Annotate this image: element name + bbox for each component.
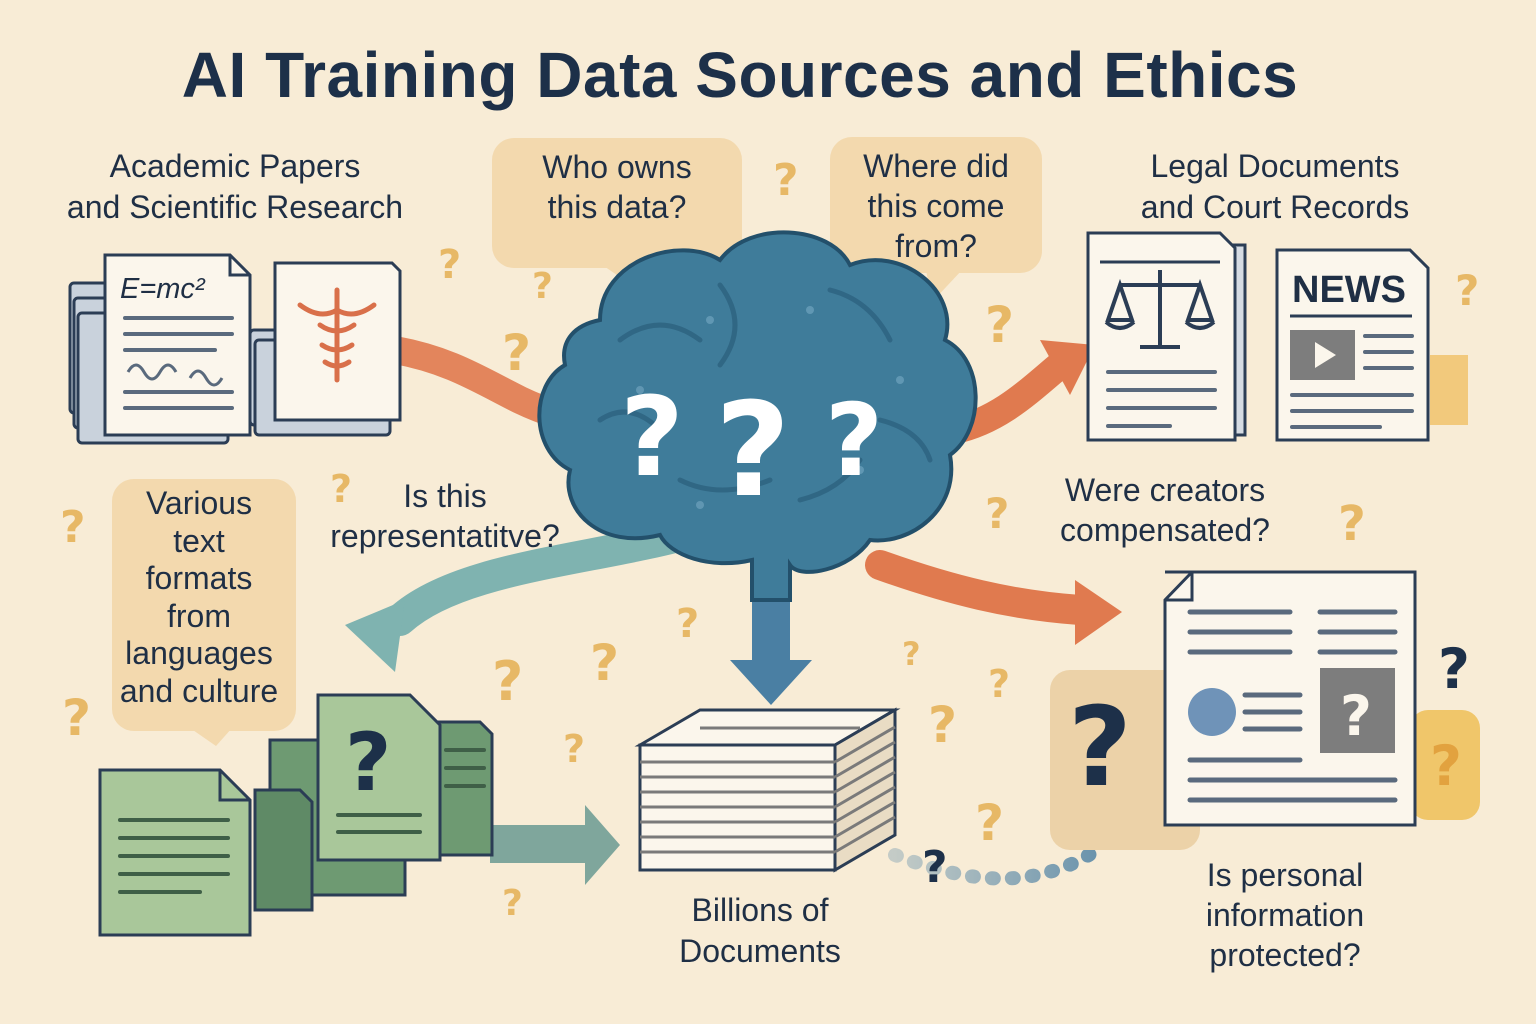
floating-question-mark: ? [502, 324, 531, 382]
question-representative: Is this representatitve? [330, 478, 560, 554]
personal-info-document-icon: ? ? ? ? [1050, 570, 1480, 850]
floating-question-mark: ? [60, 502, 86, 553]
various-documents-icon: ? [98, 693, 494, 937]
scales-icon [1104, 270, 1216, 349]
floating-question-mark: ? [330, 467, 352, 511]
photo-question-mark: ? [1340, 684, 1372, 748]
academic-papers-icon: E=mc² [68, 253, 402, 445]
arrowhead-brain-to-various [345, 600, 405, 672]
brain-question-mark: ? [825, 382, 883, 499]
floating-question-marks: ? ? ? ? ? ? ? ? ? ? ? ? ? ? ? ? ? ? ? ? … [60, 155, 1479, 924]
floating-question-mark: ? [532, 266, 553, 307]
arrowhead-various-to-billions [585, 805, 620, 885]
person-avatar-icon [1188, 688, 1236, 736]
bubble-various [112, 479, 296, 746]
arrow-brain-to-personal [865, 550, 1095, 625]
label-billions-of-documents: Billions of Documents [679, 892, 841, 969]
news-heading: NEWS [1292, 269, 1406, 311]
arrowhead-brain-to-billions [730, 660, 812, 705]
floating-question-mark: ? [902, 635, 921, 673]
floating-question-mark: ? [62, 689, 91, 747]
legal-document-icon [1086, 231, 1247, 442]
document-stack-icon [634, 707, 901, 873]
floating-question-mark: ? [1438, 637, 1470, 701]
play-icon [1315, 342, 1336, 368]
arrow-brain-to-various [384, 514, 716, 636]
caduceus-icon [297, 287, 377, 383]
floating-question-mark: ? [922, 842, 948, 893]
floating-question-mark: ? [438, 242, 461, 288]
privacy-question-mark: ? [1430, 734, 1462, 798]
label-various-formats: Various text formats from languages and … [119, 485, 279, 709]
label-academic-papers: Academic Papers and Scientific Research [66, 148, 404, 225]
floating-question-mark: ? [988, 662, 1010, 706]
floating-question-mark: ? [975, 794, 1004, 852]
arrowhead-brain-to-personal [1075, 580, 1122, 645]
question-where-from: Where did this come from? [863, 148, 1009, 264]
question-who-owns: Who owns this data? [542, 149, 692, 225]
floating-question-mark: ? [1455, 266, 1479, 315]
formula-text: E=mc² [120, 273, 206, 305]
news-document-icon: NEWS [1275, 248, 1468, 442]
label-legal-documents: Legal Documents and Court Records [1140, 148, 1410, 225]
floating-question-mark: ? [590, 634, 619, 692]
arrow-various-to-billions-shaft [490, 825, 590, 863]
floating-question-mark: ? [563, 727, 585, 771]
bubble-who-owns [492, 138, 742, 268]
arrowhead-brain-to-legal [1040, 340, 1095, 395]
floating-question-mark: ? [928, 696, 957, 754]
question-compensated: Were creators compensated? [1060, 472, 1270, 548]
floating-question-mark: ? [676, 601, 699, 647]
page-title: AI Training Data Sources and Ethics [181, 39, 1299, 111]
document-question-mark: ? [345, 716, 391, 809]
brain-question-mark: ? [620, 373, 684, 501]
brain-question-mark: ? [715, 374, 790, 526]
floating-question-mark: ? [502, 883, 523, 924]
question-personal-information: Is personal information protected? [1205, 857, 1365, 973]
floating-question-mark: ? [492, 650, 523, 713]
floating-question-mark: ? [1338, 496, 1366, 552]
floating-question-mark: ? [985, 489, 1009, 538]
privacy-question-mark: ? [1068, 683, 1132, 811]
brain-icon: ? ? ? [537, 230, 978, 602]
floating-question-mark: ? [985, 296, 1014, 354]
floating-question-mark: ? [773, 155, 799, 206]
